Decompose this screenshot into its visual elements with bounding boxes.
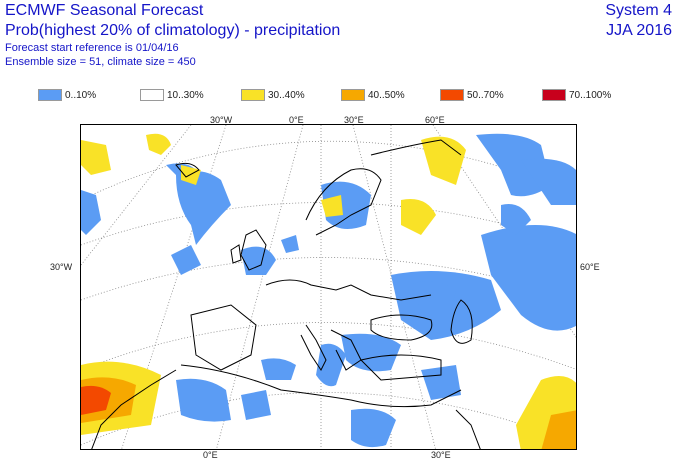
legend-label: 40..50% — [368, 89, 405, 101]
legend-item: 10..30% — [140, 88, 204, 102]
coast-iberia — [190, 304, 257, 371]
blue-area-far-east — [501, 204, 531, 235]
legend-swatch — [140, 89, 164, 101]
legend-label: 50..70% — [467, 89, 504, 101]
coast-ireland — [230, 244, 242, 264]
coast-scandinavia — [305, 168, 382, 236]
blue-area-russia-north — [476, 133, 551, 197]
blue-area-atlantic-south — [171, 245, 201, 275]
blue-area-north-africa — [176, 378, 231, 422]
orange-area-arabia — [541, 410, 576, 449]
yellow-area-iceland-north — [181, 165, 201, 185]
blue-area-libya — [351, 408, 396, 448]
legend-label: 0..10% — [65, 89, 97, 101]
coast-iceland — [175, 162, 200, 178]
legend-item: 0..10% — [38, 88, 96, 102]
blue-area-kazakh — [481, 225, 576, 331]
coast-caspian — [450, 299, 473, 344]
legend: 0..10% 10..30% 30..40% 40..50% 50..70% 7… — [38, 88, 678, 104]
legend-item: 70..100% — [542, 88, 611, 102]
blue-area-north-sea — [281, 235, 299, 253]
shading-red-orange — [81, 385, 111, 415]
shading-yellow — [81, 133, 576, 449]
blue-area-balkans — [316, 343, 346, 387]
blue-area-iberia — [241, 390, 271, 420]
blue-area-scandinavia — [321, 181, 371, 229]
graticule-label-right-60e: 60°E — [580, 262, 600, 272]
coastlines — [91, 139, 481, 449]
coast-north-russia — [370, 139, 462, 156]
graticule-label-bottom-30e: 30°E — [431, 450, 451, 460]
meridian-0e — [216, 125, 304, 449]
parallel-70n — [81, 140, 576, 201]
blue-area-british-isles — [241, 246, 276, 275]
graticule-label-top-30w: 30°W — [210, 115, 233, 125]
shading-blue — [81, 133, 576, 448]
system-label: System 4 — [605, 2, 672, 19]
yellow-area-greenland — [81, 140, 111, 175]
title-line-2: Prob(highest 20% of climatology) - preci… — [5, 22, 341, 39]
yellow-area-north-russia — [421, 136, 466, 185]
forecast-start-text: Forecast start reference is 01/04/16 — [5, 42, 179, 54]
red-orange-area-west-africa — [81, 385, 111, 415]
graticule-label-top-30e: 30°E — [344, 115, 364, 125]
blue-area-turkey — [341, 333, 401, 372]
legend-swatch — [241, 89, 265, 101]
parallel-50n — [81, 257, 576, 301]
coast-red-sea — [455, 409, 481, 449]
yellow-area-scandinavia — [321, 195, 343, 217]
blue-area-north-atlantic — [176, 171, 231, 245]
coast-black-sea — [370, 314, 433, 341]
legend-swatch — [440, 89, 464, 101]
legend-label: 30..40% — [268, 89, 305, 101]
coast-north-africa — [180, 364, 462, 408]
blue-area-atlantic-west — [81, 190, 101, 235]
blue-area-middle-east — [421, 365, 461, 400]
legend-swatch — [542, 89, 566, 101]
legend-label: 10..30% — [167, 89, 204, 101]
graticule-label-left-30w: 30°W — [50, 262, 73, 272]
legend-item: 30..40% — [241, 88, 305, 102]
graticule-label-top-0e: 0°E — [289, 115, 304, 125]
europe-precipitation-map — [81, 125, 576, 449]
yellow-area-atlantic — [146, 133, 171, 155]
legend-swatch — [38, 89, 62, 101]
graticule-label-top-60e: 60°E — [425, 115, 445, 125]
map-panel — [80, 124, 577, 450]
coast-british-isles — [240, 229, 267, 271]
blue-area-east-europe — [411, 281, 456, 310]
legend-swatch — [341, 89, 365, 101]
yellow-area-urals — [401, 199, 436, 235]
title-line-1: ECMWF Seasonal Forecast — [5, 2, 204, 19]
legend-label: 70..100% — [569, 89, 612, 101]
coast-europe-main — [265, 279, 432, 301]
ensemble-size-text: Ensemble size = 51, climate size = 450 — [5, 56, 196, 68]
blue-area-central-med — [261, 358, 296, 380]
blue-area-urals — [521, 158, 576, 205]
legend-item: 50..70% — [440, 88, 504, 102]
coast-italy — [300, 324, 327, 371]
coast-turkey — [360, 354, 442, 381]
coast-africa-west — [91, 369, 177, 449]
graticule-label-bottom-0e: 0°E — [203, 450, 218, 460]
season-label: JJA 2016 — [606, 22, 672, 39]
legend-item: 40..50% — [341, 88, 405, 102]
